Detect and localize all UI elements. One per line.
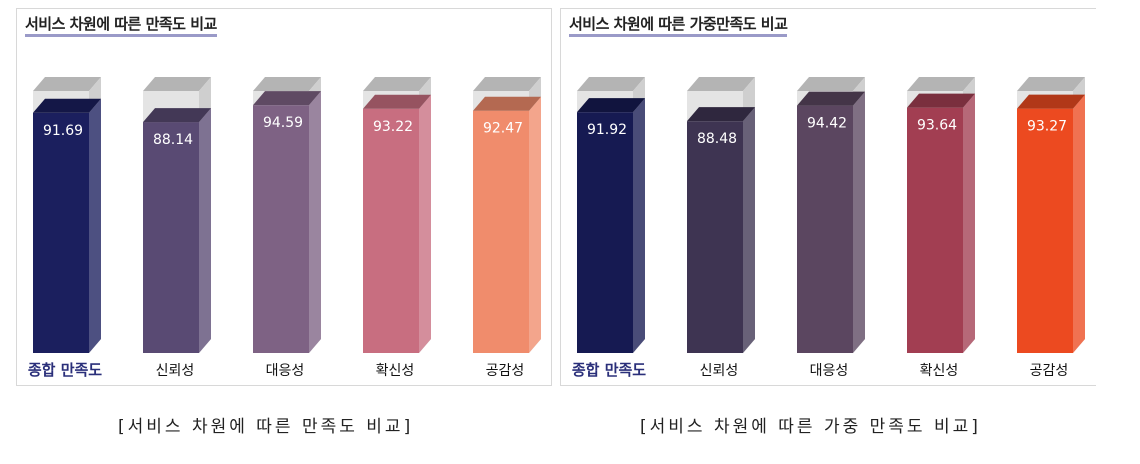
value-label: 93.27: [1027, 119, 1067, 135]
bar: [33, 112, 89, 353]
bar: [143, 122, 199, 353]
bar-chart-satisfaction: 91.69 종합 만족도 88.14 신뢰성 94.59 대응성 93.22 확신성 92.47…: [28, 77, 541, 379]
bar-group: 88.48 신뢰성: [687, 77, 755, 379]
bar: [907, 107, 963, 353]
category-label: 대응성: [266, 363, 305, 379]
reference-box-top: [253, 77, 321, 91]
reference-box-top: [797, 77, 865, 91]
bar-side: [633, 98, 645, 353]
reference-box-top: [1017, 77, 1085, 91]
bar-side: [309, 91, 321, 354]
value-label: 94.59: [263, 115, 303, 131]
value-label: 92.47: [483, 121, 523, 137]
bar-top: [687, 107, 755, 122]
bar-group: 93.64 확신성: [907, 77, 975, 379]
reference-box-top: [907, 77, 975, 91]
bar-group: 91.69 종합 만족도: [28, 77, 102, 379]
figure-caption: [서비스 차원에 따른 만족도 비교]: [118, 417, 414, 437]
chart-panel-satisfaction: 서비스 차원에 따른 만족도 비교 91.69 종합 만족도 88.14 신뢰성 94.…: [16, 8, 552, 386]
value-label: 93.64: [917, 118, 957, 134]
bar-group: 88.14 신뢰성: [143, 77, 211, 379]
bar-side: [743, 107, 755, 353]
bar-top: [577, 98, 645, 113]
value-label: 94.42: [807, 116, 847, 132]
bar-group: 94.42 대응성: [797, 77, 865, 379]
bar: [473, 110, 529, 353]
value-label: 91.92: [587, 122, 627, 138]
bar-top: [363, 94, 431, 109]
bar: [253, 105, 309, 354]
bar: [363, 108, 419, 353]
bar-side: [89, 98, 101, 353]
figure-caption: [서비스 차원에 따른 가중 만족도 비교]: [640, 417, 981, 437]
chart-title: 서비스 차원에 따른 만족도 비교: [25, 15, 217, 37]
bar-top: [253, 91, 321, 106]
category-label: 신뢰성: [156, 363, 195, 379]
bar-side: [419, 94, 431, 353]
category-label: 신뢰성: [700, 363, 739, 379]
category-label: 확신성: [920, 363, 959, 379]
bar-top: [143, 108, 211, 123]
chart-title: 서비스 차원에 따른 가중만족도 비교: [569, 15, 788, 37]
bar-group: 94.59 대응성: [253, 77, 321, 379]
category-label: 종합 만족도: [572, 361, 646, 379]
bar-group: 93.22 확신성: [363, 77, 431, 379]
bar-group: 93.27 공감성: [1017, 77, 1085, 379]
bar-side: [1073, 94, 1085, 353]
bar-top: [907, 93, 975, 108]
reference-box-top: [577, 77, 645, 91]
bar-group: 91.92 종합 만족도: [572, 77, 646, 379]
value-label: 91.69: [43, 123, 83, 139]
bar-group: 92.47 공감성: [473, 77, 541, 379]
bar-side: [853, 91, 865, 353]
reference-box-top: [687, 77, 755, 91]
bar-side: [963, 93, 975, 353]
bar: [577, 112, 633, 353]
bar-top: [797, 91, 865, 106]
value-label: 88.14: [153, 132, 193, 148]
category-label: 공감성: [1030, 363, 1069, 379]
bar-side: [199, 108, 211, 353]
category-label: 종합 만족도: [28, 361, 102, 379]
value-label: 88.48: [697, 131, 737, 147]
reference-box-top: [473, 77, 541, 91]
reference-box-top: [363, 77, 431, 91]
category-label: 확신성: [376, 363, 415, 379]
category-label: 공감성: [486, 363, 525, 379]
bar-top: [1017, 94, 1085, 109]
value-label: 93.22: [373, 119, 413, 135]
bar: [1017, 108, 1073, 353]
reference-box-top: [33, 77, 101, 91]
chart-panel-weighted-satisfaction: 서비스 차원에 따른 가중만족도 비교 91.92 종합 만족도 88.48 신뢰성 9…: [560, 8, 1096, 386]
bar-side: [529, 96, 541, 353]
bar-top: [473, 96, 541, 111]
bar-chart-weighted-satisfaction: 91.92 종합 만족도 88.48 신뢰성 94.42 대응성 93.64 확신성 93.27…: [572, 77, 1085, 379]
bar: [687, 121, 743, 353]
bar-top: [33, 98, 101, 113]
reference-box-top: [143, 77, 211, 91]
bar: [797, 105, 853, 353]
category-label: 대응성: [810, 363, 849, 379]
